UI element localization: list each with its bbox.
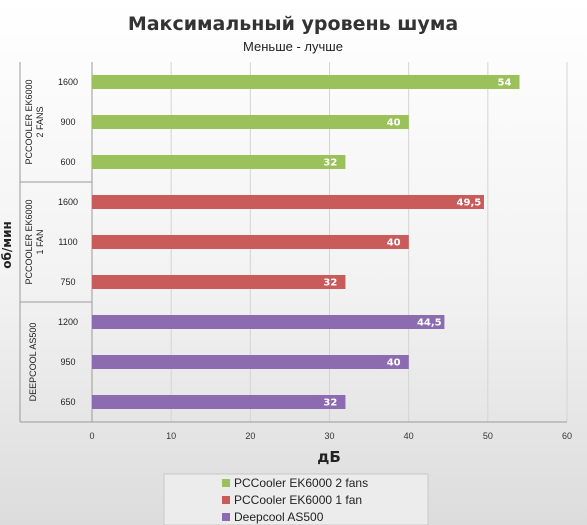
x-tick-label: 0 [89,431,94,441]
data-label: 54 [498,78,512,89]
bar [92,395,346,409]
data-label-background [378,115,409,129]
legend-label: PCCooler EK6000 2 fans [234,476,368,490]
y-axis-title: об/мин [0,221,14,269]
data-label-background [315,275,346,289]
data-label: 32 [323,158,337,169]
x-tick-labels: 0 10 20 30 40 50 60 [89,431,572,441]
x-tick-label: 20 [245,431,255,441]
data-label: 40 [387,358,401,369]
data-label-background [315,155,346,169]
category-label: 600 [60,157,75,167]
data-label-background [453,195,484,209]
group-label: PCCOOLER EK60001 FAN [24,199,45,284]
category-label: 1600 [58,77,78,87]
bar [92,355,409,369]
data-labels: 54 40 32 49,5 40 32 44,5 40 32 [315,75,520,409]
bar [92,235,409,249]
legend-label: PCCooler EK6000 1 fan [234,493,362,507]
x-tick-label: 40 [404,431,414,441]
data-label: 40 [387,238,401,249]
legend-swatch [222,479,230,487]
data-label: 32 [323,398,337,409]
bar [92,155,346,169]
legend-swatch [222,513,230,521]
bar [92,75,520,89]
category-label: 750 [60,277,75,287]
category-labels: 1600 900 600 1600 1100 750 1200 950 650 [58,77,78,407]
category-label: 1100 [58,237,77,247]
legend-label: Deepcool AS500 [234,510,324,524]
x-tick-label: 30 [324,431,334,441]
data-label-background [414,315,445,329]
legend: PCCooler EK6000 2 fans PCCooler EK6000 1 … [163,473,429,525]
chart-subtitle: Меньше - лучше [243,39,343,54]
data-label-background [489,75,520,89]
x-axis-title: дБ [317,448,341,466]
group-label: PCCOOLER EK60002 FANS [24,79,45,164]
data-label: 40 [387,118,401,129]
legend-box [163,473,429,525]
category-label: 950 [60,357,75,367]
bar [92,195,484,209]
x-tick-label: 10 [166,431,176,441]
legend-swatch [222,496,230,504]
category-label: 650 [60,397,75,407]
bar [92,275,346,289]
data-label-background [378,235,409,249]
bar [92,115,409,129]
category-label: 1600 [58,197,78,207]
data-label: 49,5 [457,198,482,209]
group-label: DEEPCOOL AS500 [28,323,38,402]
chart-title: Максимальный уровень шума [128,13,458,35]
group-labels: PCCOOLER EK60002 FANS PCCOOLER EK60001 FA… [24,79,45,401]
category-label: 1200 [58,317,78,327]
data-label: 44,5 [417,318,442,329]
x-tick-label: 50 [483,431,493,441]
data-label-background [378,355,409,369]
data-label: 32 [323,278,337,289]
x-tick-label: 60 [562,431,572,441]
data-label-background [315,395,346,409]
category-label: 900 [60,117,75,127]
bars [92,75,520,409]
bar [92,315,445,329]
